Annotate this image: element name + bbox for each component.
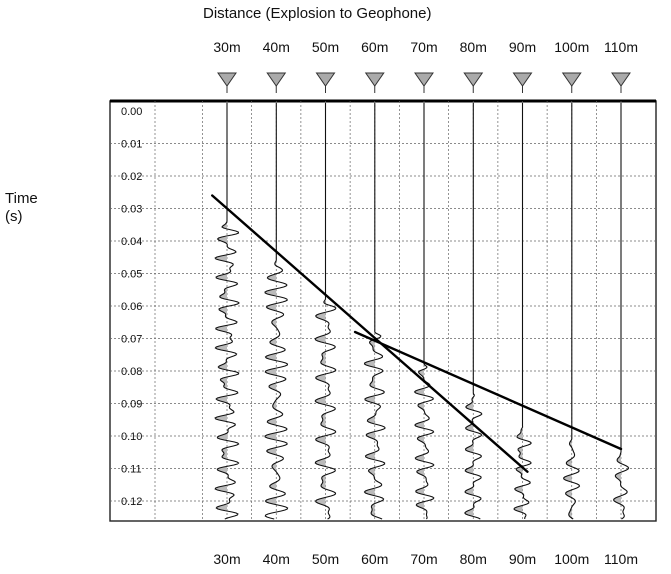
time-tick-label: 0.12 [121, 496, 142, 508]
y-axis-label: Time [5, 190, 38, 207]
trace-110m [612, 103, 630, 520]
distance-label-bottom: 110m [604, 551, 638, 567]
distance-label-top: 90m [509, 39, 536, 55]
time-tick-label: 0.00 [121, 106, 142, 118]
fit-line-1 [211, 194, 529, 473]
fit-line-2 [353, 330, 623, 451]
seismic-traces [214, 103, 630, 520]
distance-label-bottom: 70m [410, 551, 437, 567]
geophone-triangle-shape [266, 72, 287, 87]
plot-border [109, 100, 657, 522]
geophone-triangle-shape [217, 72, 237, 87]
distance-label-top: 30m [213, 39, 240, 55]
time-tick-label: 0.03 [121, 204, 142, 216]
trace-100m [562, 103, 581, 520]
time-tick-label: 0.02 [121, 171, 142, 183]
distance-label-top: 100m [554, 39, 589, 55]
bottom-distance-labels: 30m 40m 50m 60m 70m 80m 90m 100m 110m [213, 551, 638, 567]
geophone-triangle-icon [561, 72, 582, 93]
distance-label-bottom: 40m [263, 551, 290, 567]
time-tick-label: 0.08 [121, 366, 142, 378]
distance-label-bottom: 90m [509, 551, 536, 567]
distance-label-bottom: 60m [361, 551, 388, 567]
trace-fill-80m [464, 398, 474, 516]
geophone-markers [217, 72, 631, 93]
time-tick-label: 0.10 [121, 431, 142, 443]
time-tick-label: 0.05 [121, 269, 142, 281]
grid [110, 101, 656, 521]
time-tick-label: 0.11 [121, 464, 142, 476]
geophone-triangle-icon [266, 72, 287, 93]
trace-fill-90m [514, 429, 523, 512]
trace-80m [464, 103, 483, 520]
geophone-triangle-shape [512, 72, 533, 87]
time-tick-label: 0.04 [121, 236, 142, 248]
distance-label-top: 40m [263, 39, 290, 55]
geophone-triangle-shape [611, 72, 631, 87]
distance-label-bottom: 80m [460, 551, 487, 567]
trace-fill-40m [265, 262, 277, 504]
y-axis-unit: (s) [5, 208, 23, 225]
trace-30m [214, 103, 240, 520]
geophone-triangle-icon [611, 72, 631, 93]
time-tick-label: 0.09 [121, 399, 142, 411]
distance-label-bottom: 100m [554, 551, 589, 567]
time-axis-labels: 0.00 0.01 0.02 0.03 0.04 0.05 0.06 0.07 0.08 0.09… [121, 106, 142, 508]
fit-lines [211, 194, 623, 473]
distance-label-top: 50m [312, 39, 339, 55]
geophone-triangle-shape [315, 72, 336, 87]
geophone-triangle-icon [512, 72, 533, 93]
trace-90m [513, 103, 532, 520]
top-distance-labels: 30m 40m 50m 60m 70m 80m 90m 100m 110m [213, 39, 638, 55]
geophone-triangle-shape [561, 72, 582, 87]
geophone-triangle-icon [217, 72, 237, 93]
geophone-triangle-shape [364, 72, 385, 87]
trace-50m [314, 103, 337, 520]
chart-title: Distance (Explosion to Geophone) [203, 5, 431, 22]
trace-70m [413, 103, 435, 520]
geophone-triangle-shape [414, 72, 434, 87]
time-tick-label: 0.07 [121, 334, 142, 346]
trace-60m [363, 103, 386, 520]
time-tick-label: 0.01 [121, 139, 142, 151]
trace-fill-70m [414, 370, 424, 508]
geophone-triangle-shape [463, 72, 484, 87]
trace-fill-60m [364, 340, 375, 516]
distance-label-top: 80m [460, 39, 487, 55]
distance-label-top: 60m [361, 39, 388, 55]
distance-label-bottom: 50m [312, 551, 339, 567]
geophone-triangle-icon [364, 72, 385, 93]
geophone-triangle-icon [414, 72, 434, 93]
distance-label-top: 110m [604, 39, 638, 55]
geophone-triangle-icon [315, 72, 336, 93]
geophone-triangle-icon [463, 72, 484, 93]
trace-40m [264, 103, 289, 520]
time-tick-label: 0.06 [121, 301, 142, 313]
distance-label-bottom: 30m [213, 551, 240, 567]
distance-label-top: 70m [410, 39, 437, 55]
plot-area [109, 99, 657, 522]
trace-fill-30m [215, 223, 227, 510]
